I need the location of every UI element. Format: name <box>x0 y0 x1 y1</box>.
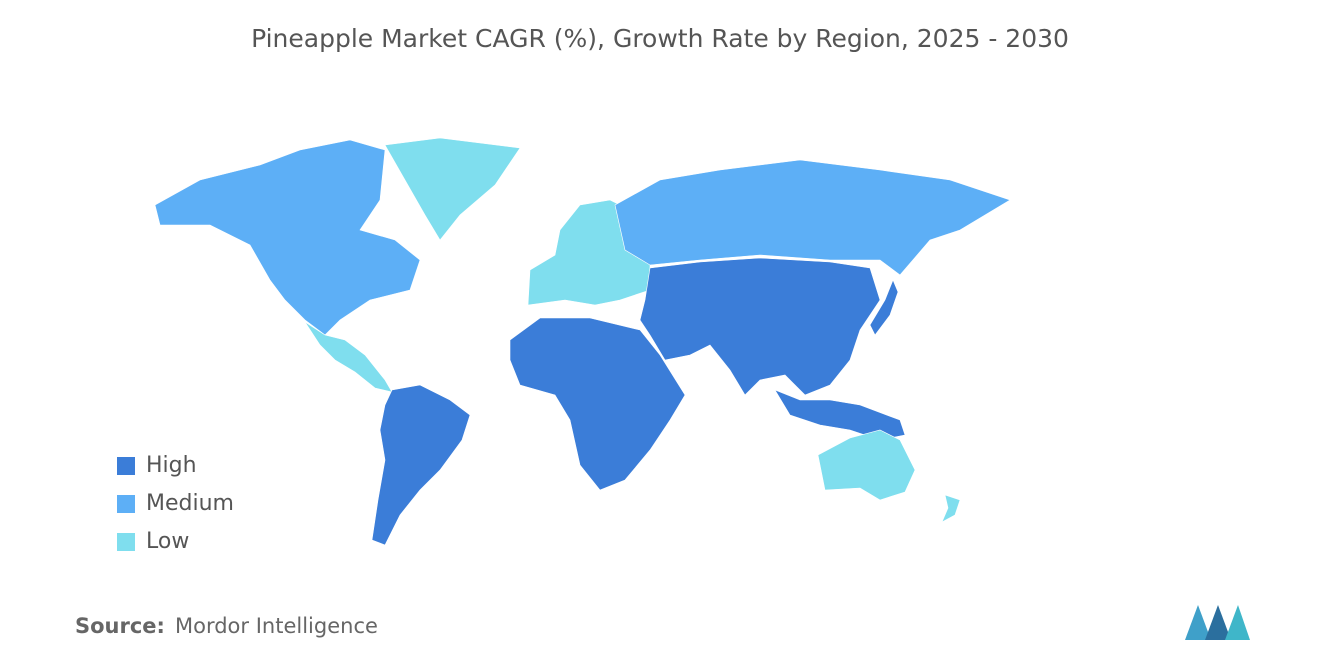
central-america <box>304 321 393 393</box>
asia <box>639 257 881 396</box>
legend-swatch <box>117 457 135 475</box>
legend-label: Medium <box>146 491 234 516</box>
africa <box>509 317 686 491</box>
source-text: Mordor Intelligence <box>175 614 378 638</box>
title: Pineapple Market CAGR (%), Growth Rate b… <box>251 24 1069 53</box>
new-zealand <box>941 494 961 523</box>
russia <box>614 159 1011 276</box>
greenland <box>384 137 521 241</box>
legend: High Medium Low <box>117 453 234 554</box>
world-map <box>154 137 1011 546</box>
legend-swatch <box>117 495 135 513</box>
japan <box>869 279 899 336</box>
southeast-asia <box>774 389 906 441</box>
australia <box>817 429 916 501</box>
legend-label: Low <box>146 529 189 554</box>
north-america <box>154 139 421 336</box>
south-america <box>371 384 471 546</box>
logo <box>1185 605 1250 640</box>
legend-label: High <box>146 453 197 478</box>
source-label: Source: <box>75 614 165 638</box>
legend-swatch <box>117 533 135 551</box>
